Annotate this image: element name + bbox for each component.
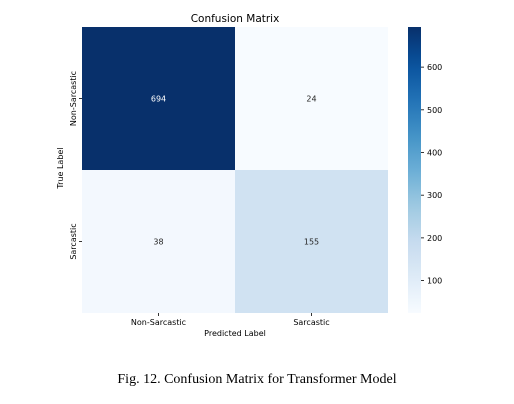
cell-value-label: 24 (306, 95, 316, 104)
colorbar-tick-label: 500 (427, 106, 442, 115)
colorbar-tick-label: 100 (427, 277, 442, 286)
x-axis-label: Predicted Label (204, 329, 266, 338)
cell-value-label: 694 (151, 95, 166, 104)
cell-value-label: 38 (153, 238, 163, 247)
y-tick-label: Sarcastic (69, 223, 78, 259)
chart-title: Confusion Matrix (191, 13, 280, 25)
heatmap-cell (235, 27, 388, 170)
colorbar-tick-label: 300 (427, 191, 442, 200)
x-tick-label: Sarcastic (293, 318, 329, 327)
colorbar-tick-label: 400 (427, 148, 442, 157)
colorbar: 100 200 300 400 500 600 (408, 27, 442, 313)
colorbar-tick-label: 200 (427, 234, 442, 243)
y-tick-label: Non-Sarcastic (69, 71, 78, 126)
heatmap-cells: 694 24 38 155 (82, 27, 388, 313)
colorbar-gradient (408, 27, 421, 313)
heatmap-axes: Non-Sarcastic Sarcastic Non-Sarcastic Sarca… (69, 71, 330, 327)
figure-caption: Fig. 12. Confusion Matrix for Transforme… (117, 372, 397, 387)
heatmap-cell (82, 27, 235, 170)
heatmap-cell (82, 170, 235, 313)
y-axis-label: True Label (56, 147, 65, 189)
x-tick-label: Non-Sarcastic (131, 318, 186, 327)
colorbar-tick-label: 600 (427, 63, 442, 72)
heatmap-cell (235, 170, 388, 313)
cell-value-label: 155 (304, 238, 319, 247)
